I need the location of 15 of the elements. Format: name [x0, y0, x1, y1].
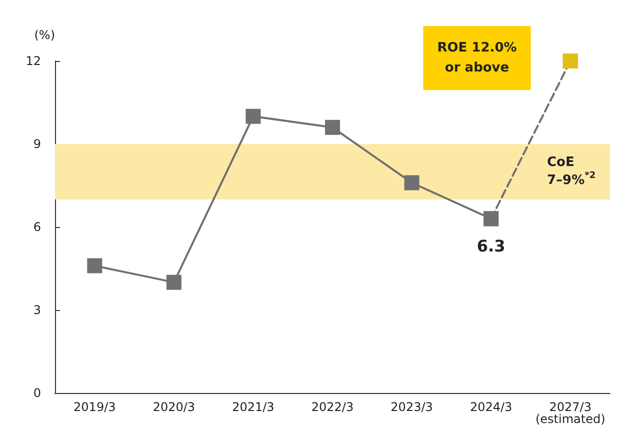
- y-tick-label: 0: [33, 386, 41, 400]
- x-tick-label: 2021/3: [232, 400, 274, 414]
- y-tick-label: 9: [33, 137, 41, 151]
- x-tick-label: 2019/3: [74, 400, 116, 414]
- y-tick-label: 12: [26, 54, 41, 68]
- x-tick-label: 2023/3: [390, 400, 433, 414]
- y-axis-title: (%): [34, 28, 55, 42]
- x-tick-label: 2022/3: [311, 400, 354, 414]
- data-label: 6.3: [476, 236, 506, 256]
- y-tick-label: 3: [33, 303, 41, 317]
- annotation: ROE 12.0% or above: [437, 40, 517, 76]
- x-tick-label: 2027/3 (estimated): [535, 400, 606, 426]
- x-tick-label: 2024/3: [470, 400, 512, 414]
- x-tick-label: 2020/3: [152, 400, 196, 414]
- y-tick-label: 6: [33, 220, 41, 234]
